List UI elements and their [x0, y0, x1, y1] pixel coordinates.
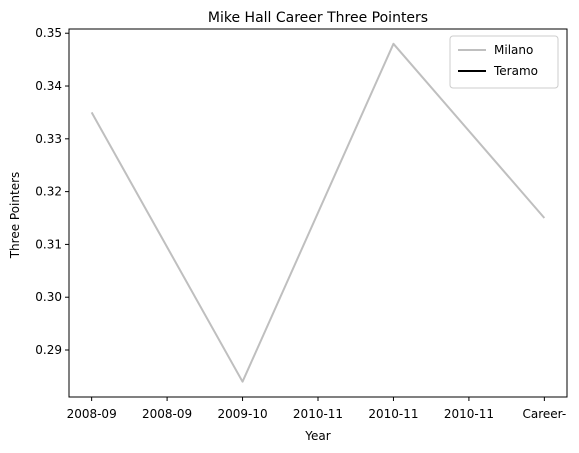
y-tick-label: 0.35 — [35, 26, 62, 40]
x-tick-label: 2008-09 — [142, 407, 192, 421]
y-tick-label: 0.33 — [35, 132, 62, 146]
legend-label-teramo: Teramo — [493, 64, 538, 78]
x-axis-label: Year — [304, 429, 330, 443]
x-tick-label: 2009-10 — [217, 407, 267, 421]
chart-title: Mike Hall Career Three Pointers — [208, 10, 428, 26]
y-tick-label: 0.34 — [35, 79, 62, 93]
x-tick-label: 2010-11 — [368, 407, 418, 421]
y-tick-label: 0.30 — [35, 290, 62, 304]
y-tick-label: 0.29 — [35, 343, 62, 357]
legend: Milano Teramo — [450, 36, 558, 88]
x-tick-label: 2010-11 — [444, 407, 494, 421]
y-tick-label: 0.32 — [35, 185, 62, 199]
legend-label-milano: Milano — [494, 43, 533, 57]
x-tick-label: 2010-11 — [293, 407, 343, 421]
y-tick-label: 0.31 — [35, 237, 62, 251]
x-tick-label: 2008-09 — [67, 407, 117, 421]
y-axis-label: Three Pointers — [8, 172, 22, 260]
x-tick-label: Career- — [523, 407, 567, 421]
